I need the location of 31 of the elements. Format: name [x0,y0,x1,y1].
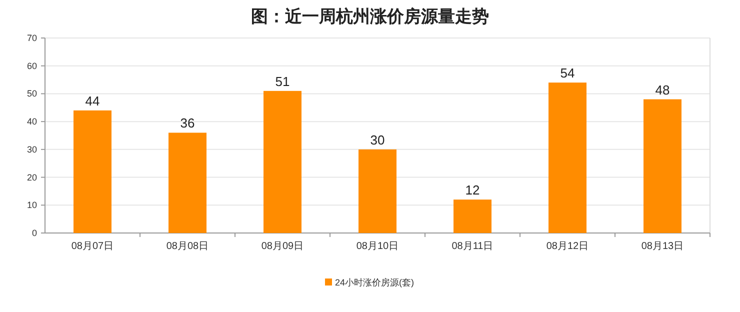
bar [644,99,682,233]
chart-title: 图：近一周杭州涨价房源量走势 [251,7,489,26]
legend-label: 24小时涨价房源(套) [335,278,414,288]
bar [168,132,206,233]
y-tick-label: 40 [26,116,37,127]
y-tick-label: 60 [26,60,37,71]
x-tick-label: 08月10日 [356,241,399,252]
y-tick-label: 30 [26,144,37,154]
y-tick-label: 10 [26,200,37,210]
x-tick-label: 08月07日 [71,241,114,252]
y-tick-label: 50 [26,88,37,99]
x-tick-label: 08月13日 [641,241,684,252]
x-tick-label: 08月09日 [261,241,304,252]
y-tick-label: 0 [32,228,37,238]
x-tick-label: 08月08日 [166,241,209,252]
bar [548,82,586,233]
data-label: 48 [655,82,670,98]
y-tick-label: 20 [26,172,37,182]
bar [454,200,492,233]
x-tick-label: 08月11日 [452,241,494,252]
bar [74,110,112,233]
data-label: 51 [275,74,290,89]
data-label: 30 [370,132,385,148]
bar [264,90,302,233]
data-label: 44 [85,93,100,108]
data-label: 54 [560,66,575,81]
x-tick-label: 08月12日 [546,241,589,252]
data-label: 12 [465,182,480,198]
y-tick-label: 70 [26,33,37,43]
data-label: 36 [180,116,195,131]
bar [358,149,396,233]
